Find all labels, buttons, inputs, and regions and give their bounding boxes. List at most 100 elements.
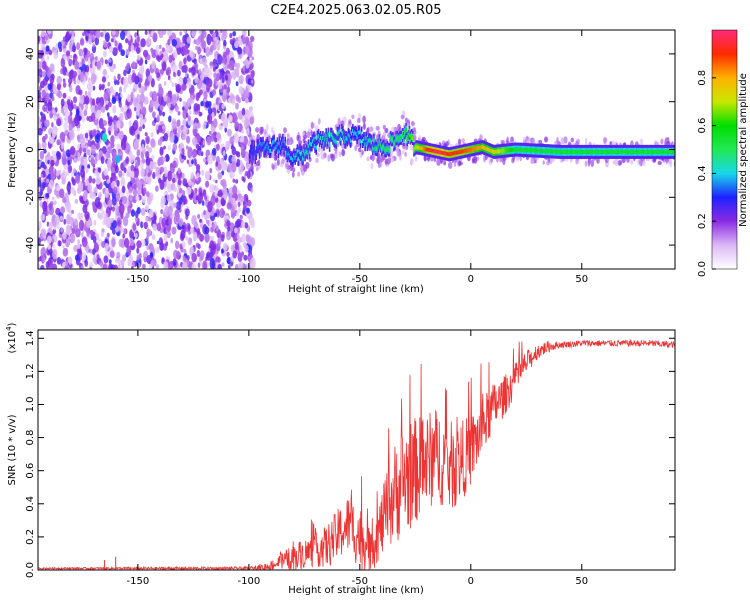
noise-blob [101, 209, 106, 219]
track-core [423, 146, 425, 151]
track-core [516, 147, 518, 152]
noise-blob [94, 133, 101, 144]
track-core [319, 135, 322, 140]
noise-blob [87, 185, 91, 191]
y-tick-label: 0.2 [25, 529, 36, 545]
track-core [610, 149, 613, 154]
noise-blob [136, 149, 141, 157]
colorbar: 0.0 0.2 0.4 0.6 0.8 Normalized spectral ampl… [697, 29, 749, 277]
track-core [546, 149, 548, 154]
noise-blob [62, 247, 69, 257]
noise-blob [57, 82, 61, 91]
noise-blob [236, 233, 240, 240]
noise-blob [182, 224, 185, 230]
noise-blob [89, 63, 93, 69]
noise-blob [173, 71, 176, 77]
halo-blob [544, 136, 548, 143]
noise-blob [232, 31, 237, 37]
noise-blob [226, 229, 232, 241]
noise-blob [67, 189, 71, 196]
noise-blob [183, 44, 189, 56]
noise-blob [214, 212, 218, 217]
noise-blob [235, 150, 239, 156]
noise-blob [221, 77, 225, 84]
noise-blob [42, 136, 46, 143]
noise-blob [94, 159, 98, 165]
halo-blob [255, 127, 260, 133]
noise-blob [189, 237, 192, 243]
noise-blob [90, 157, 95, 166]
noise-blob [179, 97, 182, 102]
noise-blob [199, 191, 203, 197]
noise-blob [224, 74, 229, 81]
noise-blob [48, 222, 54, 229]
noise-blob [140, 221, 144, 229]
halo-blob [680, 150, 683, 156]
noise-blob [166, 66, 172, 76]
track-core [488, 148, 491, 152]
noise-blob [77, 212, 82, 220]
noise-blob [239, 214, 243, 220]
track-core [313, 136, 315, 141]
noise-blob [38, 74, 41, 84]
y-tick-label: -20 [25, 189, 36, 205]
halo-blob [531, 137, 536, 145]
noise-blob [156, 240, 160, 245]
noise-blob [228, 60, 235, 71]
y-tick-label: 0.0 [25, 562, 36, 578]
track-core [479, 145, 482, 150]
noise-blob [194, 187, 198, 194]
noise-blob [63, 55, 67, 61]
noise-blob [242, 30, 247, 38]
noise-blob [70, 233, 76, 243]
noise-blob [122, 233, 126, 239]
noise-blob [94, 56, 99, 61]
noise-blob [126, 94, 132, 103]
track-core [653, 149, 656, 154]
noise-blob [83, 109, 88, 117]
noise-blob [134, 232, 138, 239]
track-core [605, 149, 607, 154]
halo-blob [584, 137, 588, 146]
noise-blob [171, 213, 174, 217]
noise-blob [46, 55, 50, 60]
track-core [537, 148, 539, 153]
track-core [458, 150, 461, 155]
noise-blob [190, 95, 194, 102]
noise-blob [247, 78, 252, 86]
noise-blob [202, 189, 207, 197]
noise-blob [128, 254, 133, 263]
noise-blob [110, 135, 115, 144]
noise-blob [118, 203, 125, 215]
halo-blob [300, 164, 304, 173]
noise-blob [51, 122, 54, 128]
noise-blob [187, 224, 191, 232]
noise-blob [62, 92, 67, 99]
noise-blob [86, 149, 91, 156]
noise-blob [240, 144, 245, 153]
noise-blob [234, 220, 240, 229]
track-core [354, 130, 356, 135]
noise-blob [65, 50, 71, 58]
noise-blob [120, 140, 127, 151]
noise-blob [249, 116, 254, 125]
halo-blob [266, 123, 269, 132]
noise-blob [121, 171, 125, 177]
noise-blob [111, 238, 116, 248]
track-core [306, 150, 309, 155]
halo-blob [657, 160, 662, 166]
noise-blob [81, 232, 84, 238]
noise-blob [226, 85, 231, 94]
noise-blob [145, 217, 148, 222]
track-core [457, 150, 460, 155]
track-core [617, 149, 619, 154]
noise-blob [136, 240, 142, 249]
noise-blob [146, 254, 152, 265]
track-core [640, 149, 643, 154]
noise-blob [164, 172, 168, 177]
noise-blob [135, 161, 139, 169]
halo-blob [556, 136, 559, 144]
noise-blob [116, 120, 121, 129]
noise-blob [82, 147, 87, 153]
noise-blob [108, 130, 112, 136]
